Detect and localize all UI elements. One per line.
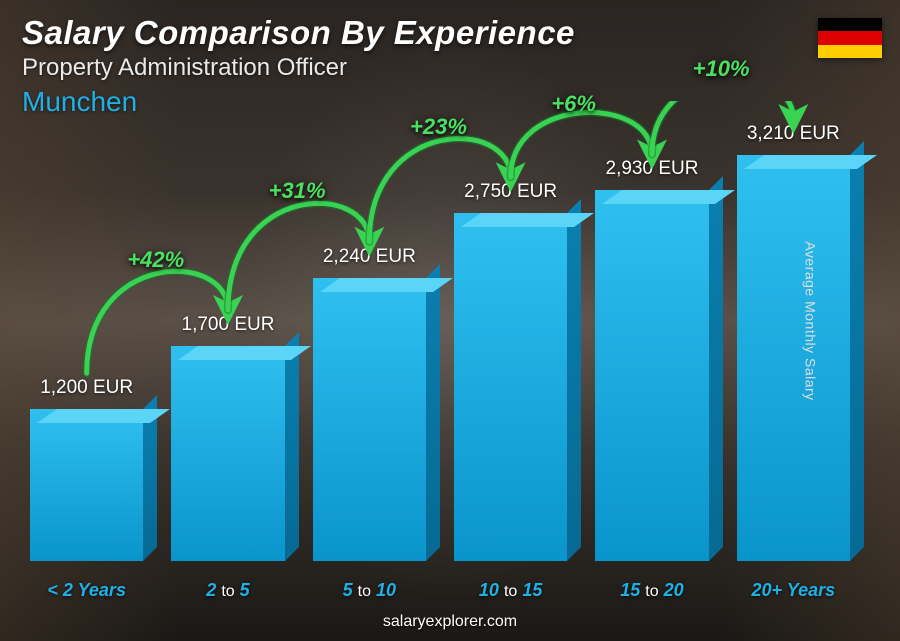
- bar-top: [171, 346, 304, 360]
- chart-title: Salary Comparison By Experience: [22, 14, 878, 52]
- bar-top: [454, 213, 587, 227]
- bar: [737, 155, 850, 561]
- bar-column: 2,750 EUR: [454, 181, 567, 561]
- bar-side: [285, 332, 299, 561]
- x-axis-label: 10 to 15: [454, 580, 567, 601]
- y-axis-label: Average Monthly Salary: [802, 241, 818, 400]
- bar-front: [737, 155, 850, 561]
- bar-column: 1,200 EUR: [30, 377, 143, 561]
- bar-column: 2,240 EUR: [313, 246, 426, 561]
- bar-top: [737, 155, 870, 169]
- x-axis-label: 2 to 5: [171, 580, 284, 601]
- bar-side: [850, 141, 864, 561]
- bar-front: [171, 346, 284, 561]
- growth-arc-label: +23%: [410, 114, 467, 140]
- bar: [454, 213, 567, 561]
- bar: [313, 278, 426, 561]
- bar-side: [709, 176, 723, 561]
- bar-front: [313, 278, 426, 561]
- country-flag-icon: [818, 18, 882, 58]
- x-axis-label: 20+ Years: [737, 580, 850, 601]
- footer-attribution: salaryexplorer.com: [0, 613, 900, 631]
- bar-top: [30, 409, 163, 423]
- bar-top: [313, 278, 446, 292]
- bar: [171, 346, 284, 561]
- bar-side: [567, 199, 581, 561]
- flag-stripe: [818, 45, 882, 58]
- bar: [30, 409, 143, 561]
- x-axis-labels: < 2 Years 2 to 5 5 to 10 10 to 15 15 to 20 20…: [30, 580, 850, 601]
- bar-value-label: 2,930 EUR: [606, 158, 699, 180]
- bar: [595, 190, 708, 561]
- growth-arc-label: +42%: [127, 247, 184, 273]
- bar-column: 2,930 EUR: [595, 158, 708, 561]
- bar-value-label: 2,750 EUR: [464, 181, 557, 203]
- flag-stripe: [818, 18, 882, 31]
- bar-top: [595, 190, 728, 204]
- bar-side: [426, 264, 440, 561]
- x-axis-label: 5 to 10: [313, 580, 426, 601]
- bar-column: 1,700 EUR: [171, 314, 284, 561]
- bar-front: [454, 213, 567, 561]
- flag-stripe: [818, 31, 882, 44]
- x-axis-label: 15 to 20: [595, 580, 708, 601]
- x-axis-label: < 2 Years: [30, 580, 143, 601]
- bar-front: [30, 409, 143, 561]
- growth-arc-label: +6%: [551, 91, 596, 117]
- bar-value-label: 2,240 EUR: [323, 246, 416, 268]
- growth-arc-label: +31%: [269, 178, 326, 204]
- bar-chart: 1,200 EUR 1,700 EUR 2,240 EUR 2,750 EUR 2,93…: [30, 101, 850, 561]
- bar-value-label: 1,700 EUR: [182, 314, 275, 336]
- bar-value-label: 1,200 EUR: [40, 377, 133, 399]
- bar-column: 3,210 EUR: [737, 123, 850, 561]
- growth-arc-label: +10%: [693, 56, 750, 82]
- bar-value-label: 3,210 EUR: [747, 123, 840, 145]
- bar-front: [595, 190, 708, 561]
